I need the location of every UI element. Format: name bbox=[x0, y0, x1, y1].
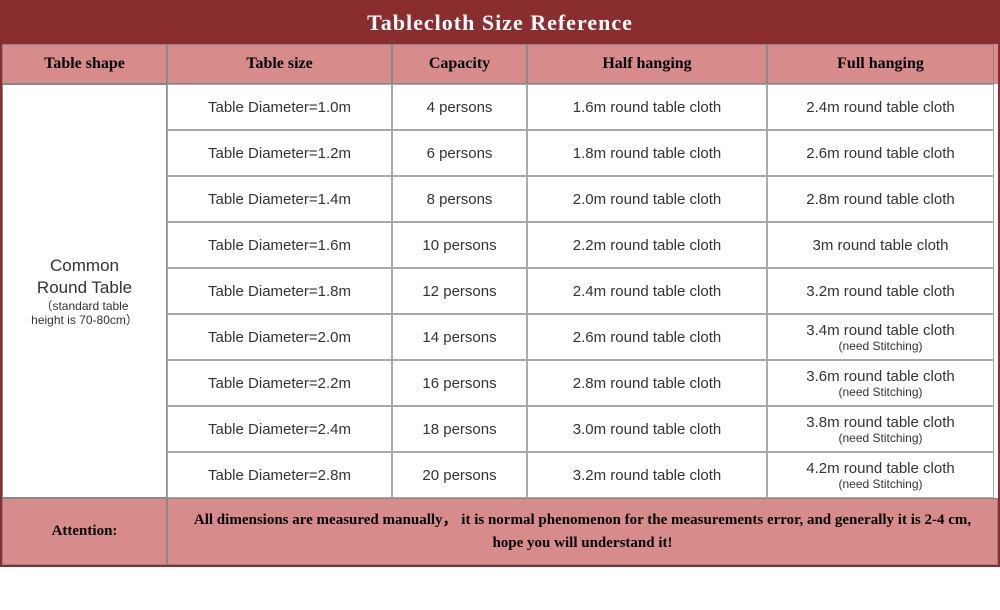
cell-size: Table Diameter=1.0m bbox=[167, 84, 392, 130]
cell-full-subtext: (need Stitching) bbox=[806, 431, 954, 445]
cell-capacity: 18 persons bbox=[392, 406, 527, 452]
cell-full-text: 3.6m round table cloth bbox=[806, 368, 954, 385]
table-row: Table Diameter=2.0m14 persons2.6m round … bbox=[167, 314, 998, 360]
cell-size: Table Diameter=1.4m bbox=[167, 176, 392, 222]
shape-cell: CommonRound Table （standard tableheight … bbox=[2, 84, 167, 498]
cell-half: 1.6m round table cloth bbox=[527, 84, 767, 130]
cell-size: Table Diameter=1.2m bbox=[167, 130, 392, 176]
cell-size: Table Diameter=2.4m bbox=[167, 406, 392, 452]
header-size: Table size bbox=[167, 44, 392, 84]
cell-full-text: 3.4m round table cloth bbox=[806, 322, 954, 339]
data-rows-container: Table Diameter=1.0m4 persons1.6m round t… bbox=[167, 84, 998, 498]
header-half: Half hanging bbox=[527, 44, 767, 84]
table-row: Table Diameter=1.8m12 persons2.4m round … bbox=[167, 268, 998, 314]
cell-capacity: 4 persons bbox=[392, 84, 527, 130]
table-row: Table Diameter=1.4m8 persons2.0m round t… bbox=[167, 176, 998, 222]
cell-size: Table Diameter=1.6m bbox=[167, 222, 392, 268]
cell-half: 2.4m round table cloth bbox=[527, 268, 767, 314]
cell-capacity: 20 persons bbox=[392, 452, 527, 498]
cell-half: 2.2m round table cloth bbox=[527, 222, 767, 268]
cell-full: 3.2m round table cloth bbox=[767, 268, 994, 314]
cell-size: Table Diameter=1.8m bbox=[167, 268, 392, 314]
table-row: Table Diameter=2.2m16 persons2.8m round … bbox=[167, 360, 998, 406]
cell-full: 4.2m round table cloth(need Stitching) bbox=[767, 452, 994, 498]
cell-half: 2.8m round table cloth bbox=[527, 360, 767, 406]
cell-full: 3.8m round table cloth(need Stitching) bbox=[767, 406, 994, 452]
cell-capacity: 10 persons bbox=[392, 222, 527, 268]
cell-full-text: 3.8m round table cloth bbox=[806, 414, 954, 431]
footer-label: Attention: bbox=[2, 498, 167, 565]
cell-full: 3.4m round table cloth(need Stitching) bbox=[767, 314, 994, 360]
cell-full-subtext: (need Stitching) bbox=[806, 477, 954, 491]
cell-capacity: 8 persons bbox=[392, 176, 527, 222]
cell-full: 2.4m round table cloth bbox=[767, 84, 994, 130]
cell-half: 2.0m round table cloth bbox=[527, 176, 767, 222]
table-row: Table Diameter=1.6m10 persons2.2m round … bbox=[167, 222, 998, 268]
table-body: CommonRound Table （standard tableheight … bbox=[2, 84, 998, 498]
table-row: Table Diameter=2.4m18 persons3.0m round … bbox=[167, 406, 998, 452]
table-title: Tablecloth Size Reference bbox=[2, 2, 998, 44]
cell-full-subtext: (need Stitching) bbox=[806, 385, 954, 399]
cell-size: Table Diameter=2.0m bbox=[167, 314, 392, 360]
shape-sub-label: （standard tableheight is 70-80cm） bbox=[31, 299, 138, 328]
header-full: Full hanging bbox=[767, 44, 994, 84]
cell-capacity: 6 persons bbox=[392, 130, 527, 176]
cell-half: 3.2m round table cloth bbox=[527, 452, 767, 498]
cell-full: 2.8m round table cloth bbox=[767, 176, 994, 222]
cell-half: 3.0m round table cloth bbox=[527, 406, 767, 452]
footer-row: Attention: All dimensions are measured m… bbox=[2, 498, 998, 565]
header-row: Table shape Table size Capacity Half han… bbox=[2, 44, 998, 84]
footer-text: All dimensions are measured manually， it… bbox=[167, 498, 998, 565]
cell-full: 3m round table cloth bbox=[767, 222, 994, 268]
cell-full: 2.6m round table cloth bbox=[767, 130, 994, 176]
header-capacity: Capacity bbox=[392, 44, 527, 84]
cell-capacity: 16 persons bbox=[392, 360, 527, 406]
shape-main-label: CommonRound Table bbox=[37, 255, 132, 299]
cell-capacity: 12 persons bbox=[392, 268, 527, 314]
cell-half: 1.8m round table cloth bbox=[527, 130, 767, 176]
table-row: Table Diameter=1.0m4 persons1.6m round t… bbox=[167, 84, 998, 130]
header-shape: Table shape bbox=[2, 44, 167, 84]
cell-size: Table Diameter=2.2m bbox=[167, 360, 392, 406]
table-row: Table Diameter=2.8m20 persons3.2m round … bbox=[167, 452, 998, 498]
cell-size: Table Diameter=2.8m bbox=[167, 452, 392, 498]
cell-full: 3.6m round table cloth(need Stitching) bbox=[767, 360, 994, 406]
cell-full-subtext: (need Stitching) bbox=[806, 339, 954, 353]
cell-full-text: 4.2m round table cloth bbox=[806, 460, 954, 477]
cell-half: 2.6m round table cloth bbox=[527, 314, 767, 360]
tablecloth-reference-table: Tablecloth Size Reference Table shape Ta… bbox=[0, 0, 1000, 567]
table-row: Table Diameter=1.2m6 persons1.8m round t… bbox=[167, 130, 998, 176]
cell-capacity: 14 persons bbox=[392, 314, 527, 360]
